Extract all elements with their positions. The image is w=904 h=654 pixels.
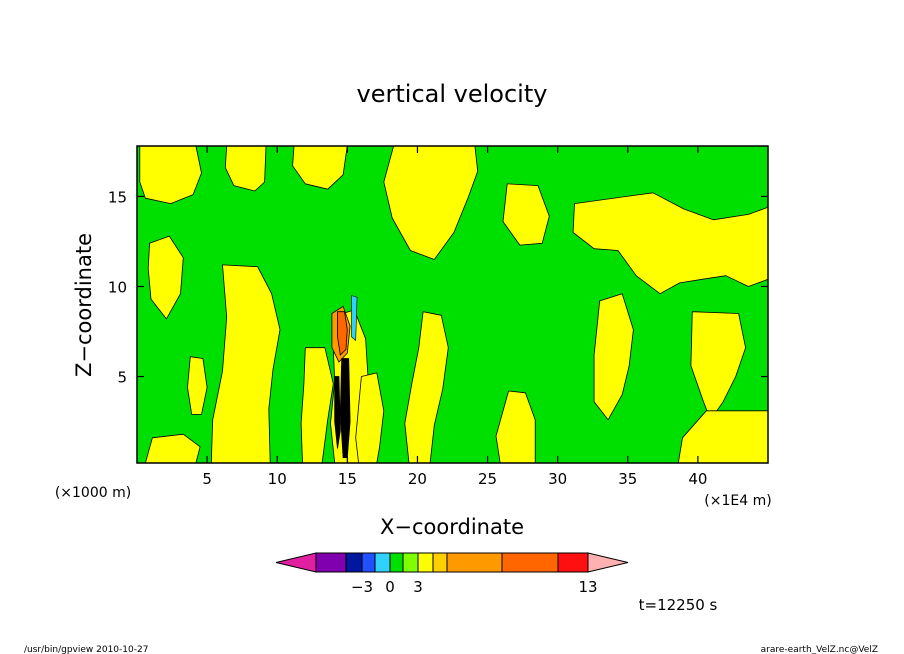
positive-region-10	[495, 390, 536, 463]
positive-region-8	[404, 311, 449, 463]
colorbar-bin	[315, 552, 347, 573]
colorbar-label: −3	[351, 578, 373, 596]
time-label: t=12250 s	[639, 596, 718, 614]
colorbar-bin	[389, 552, 404, 573]
colorbar-label: 0	[385, 578, 395, 596]
x-tick-label: 40	[688, 470, 707, 488]
colorbar: −3 0 3 13	[275, 552, 629, 596]
colorbar-bin	[345, 552, 363, 573]
x-tick-label: 20	[408, 470, 427, 488]
positive-region-3	[383, 146, 479, 260]
colorbar-bin	[501, 552, 559, 573]
positive-region-12	[572, 192, 768, 295]
y-tick-label: 5	[117, 369, 127, 387]
footer-right: arare-earth_VelZ.nc@VelZ	[761, 645, 878, 654]
colorbar-bin	[417, 552, 434, 573]
x-tick-label: 35	[618, 470, 637, 488]
x-tick-label: 25	[478, 470, 497, 488]
positive-region-9	[355, 372, 385, 463]
positive-region-1	[224, 146, 267, 192]
y-tick-label: 10	[108, 278, 127, 296]
positive-region-13	[593, 293, 634, 421]
colorbar-bin	[432, 552, 448, 573]
positive-region-4	[147, 235, 184, 320]
colorbar-label: 3	[413, 578, 423, 596]
colorbar-arrow-high	[587, 552, 629, 573]
updraft-core-red	[337, 311, 348, 356]
chart-title: vertical velocity	[357, 80, 548, 108]
colorbar-bin	[446, 552, 503, 573]
colorbar-bin	[361, 552, 376, 573]
x-tick-label: 30	[548, 470, 567, 488]
downdraft-streak	[351, 295, 358, 342]
y-axis: 5 10 15	[108, 188, 768, 387]
contour-regions	[139, 146, 768, 463]
positive-region-11	[502, 183, 550, 246]
y-axis-label: Z−coordinate	[72, 233, 96, 377]
x-unit-right: (×1E4 m)	[704, 493, 771, 509]
positive-region-0	[139, 146, 202, 205]
colorbar-bin	[402, 552, 419, 573]
x-tick-label: 15	[338, 470, 357, 488]
positive-region-6	[300, 347, 334, 463]
x-tick-label: 10	[268, 470, 287, 488]
strong-updraft-streak-1	[334, 376, 341, 449]
x-axis: 5 10 15 20 25 30 35 40	[202, 146, 707, 488]
colorbar-bin	[374, 552, 391, 573]
colorbar-label: 13	[578, 578, 597, 596]
positive-region-14	[690, 311, 746, 421]
footer-left: /usr/bin/gpview 2010-10-27	[24, 645, 148, 654]
x-tick-label: 5	[202, 470, 212, 488]
plot-frame	[136, 145, 769, 464]
positive-region-5	[210, 264, 281, 463]
x-unit-left: (×1000 m)	[55, 485, 131, 501]
colorbar-arrow-low	[275, 552, 317, 573]
positive-region-16	[187, 356, 208, 415]
plot-area	[136, 145, 769, 464]
positive-region-15	[677, 410, 768, 463]
positive-region-2	[292, 146, 348, 190]
colorbar-bin	[557, 552, 589, 573]
y-tick-label: 15	[108, 188, 127, 206]
positive-region-17	[144, 433, 201, 463]
x-axis-label: X−coordinate	[380, 515, 524, 539]
